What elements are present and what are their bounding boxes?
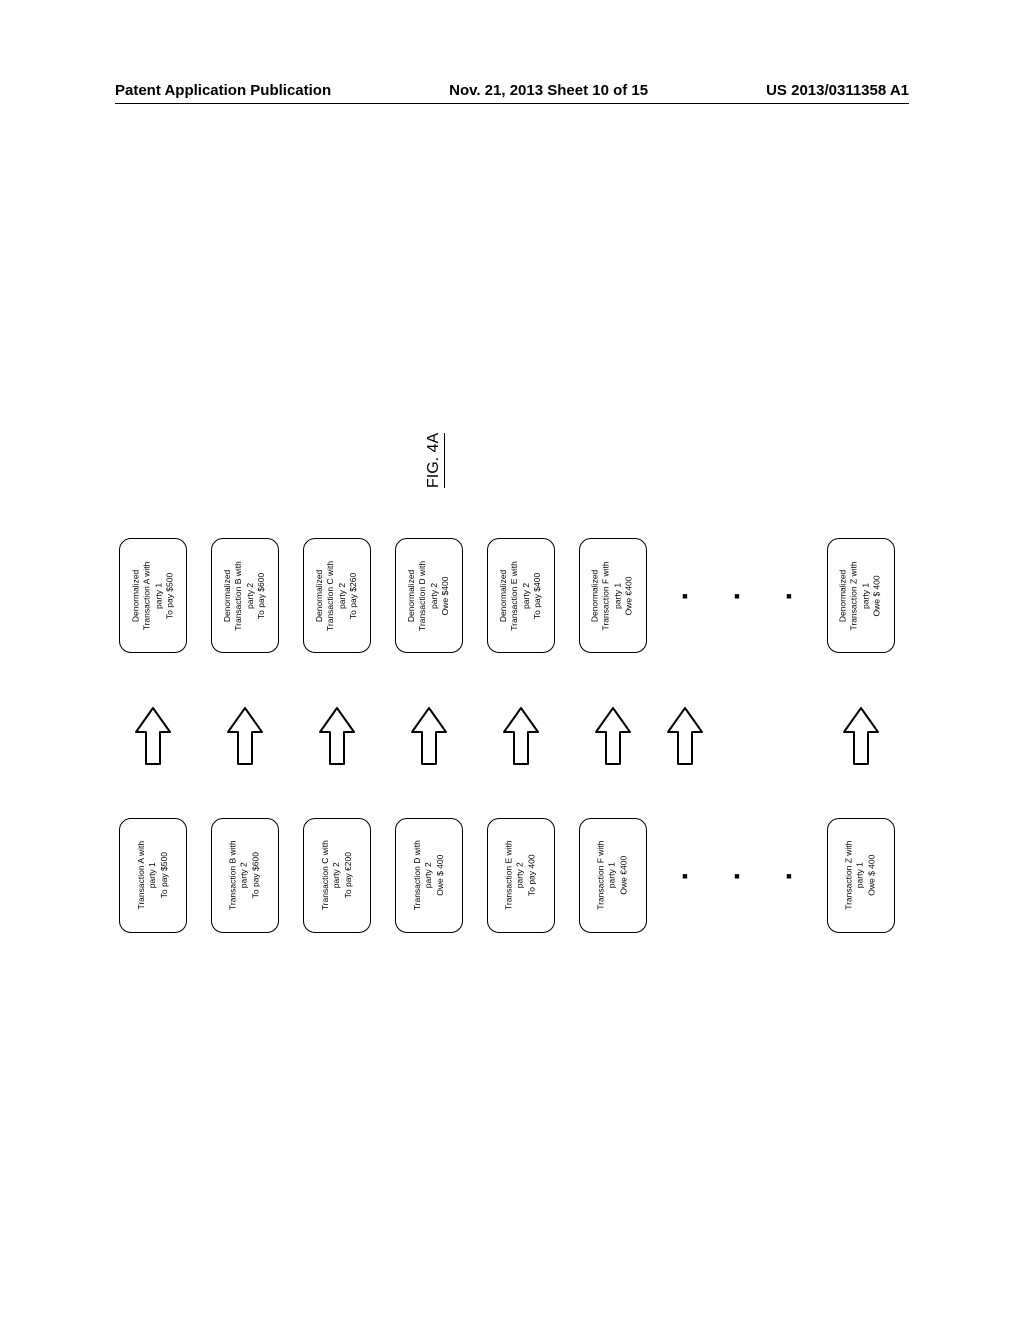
orig-box-9-l2: party 1 [855, 841, 866, 910]
denorm-box-3-l2: Transaction D with [418, 560, 429, 630]
orig-box-9-l3: Owe $ 400 [867, 841, 878, 910]
orig-box-2-l1: Transaction C with [320, 840, 331, 910]
transform-arrow [831, 688, 891, 783]
transform-arrow [491, 688, 551, 783]
denorm-box-2-l2: Transaction C with [326, 560, 337, 630]
denorm-box-0-l1: Denormalized [130, 561, 141, 630]
orig-box-1: Transaction B withparty 2To pay $600 [211, 818, 279, 933]
header-right: US 2013/0311358 A1 [766, 82, 909, 99]
ellipsis-dot: ■ [734, 538, 739, 653]
transaction-column-0: DenormalizedTransaction A withparty 1To … [118, 538, 188, 933]
orig-box-2-l3: To pay €200 [343, 840, 354, 910]
ellipsis-dot: ■ [786, 538, 791, 653]
denorm-box-4: DenormalizedTransaction E withparty 2To … [487, 538, 555, 653]
ellipsis-column: ■■ [722, 538, 752, 933]
denorm-box-5: DenormalizedTransaction F withparty 1Owe… [579, 538, 647, 653]
transaction-column-3: DenormalizedTransaction D withparty 2Owe… [394, 538, 464, 933]
ellipsis-column: ■■ [774, 538, 804, 933]
transform-arrow [123, 688, 183, 783]
denorm-box-1-l2: Transaction B with [234, 561, 245, 631]
orig-box-9: Transaction Z withparty 1Owe $ 400 [827, 818, 895, 933]
denorm-box-5-l2: Transaction F with [602, 561, 613, 630]
denorm-box-9-l1: Denormalized [838, 561, 849, 630]
orig-box-2: Transaction C withparty 2To pay €200 [303, 818, 371, 933]
denorm-box-2: DenormalizedTransaction C withparty 2To … [303, 538, 371, 653]
denorm-box-9-l2: Transaction Z with [850, 561, 861, 630]
ellipsis-dot: ■ [682, 538, 687, 653]
orig-box-0-l1: Transaction A with [136, 841, 147, 910]
orig-box-0: Transaction A withparty 1To pay $500 [119, 818, 187, 933]
transaction-column-2: DenormalizedTransaction C withparty 2To … [302, 538, 372, 933]
transaction-column-1: DenormalizedTransaction B withparty 2To … [210, 538, 280, 933]
denorm-box-1-l1: Denormalized [222, 561, 233, 631]
denorm-box-3: DenormalizedTransaction D withparty 2Owe… [395, 538, 463, 653]
orig-box-5-l1: Transaction F with [596, 841, 607, 910]
denorm-box-1-l4: To pay $600 [256, 561, 267, 631]
denorm-box-3-l4: Owe $400 [440, 560, 451, 630]
denorm-box-2-l3: party 2 [337, 560, 348, 630]
ellipsis-column: ■ ■ [670, 538, 700, 933]
orig-box-4-l1: Transaction E with [504, 841, 515, 911]
denorm-box-1-l3: party 2 [245, 561, 256, 631]
orig-box-3-l1: Transaction D with [412, 840, 423, 910]
ellipsis-dot: ■ [786, 818, 791, 933]
denorm-box-3-l3: party 2 [429, 560, 440, 630]
orig-box-3-l3: Owe $ 400 [435, 840, 446, 910]
orig-box-3-l2: party 2 [423, 840, 434, 910]
denorm-box-9: DenormalizedTransaction Z withparty 1Owe… [827, 538, 895, 653]
orig-box-5-l3: Owe €400 [619, 841, 630, 910]
denorm-box-4-l2: Transaction E with [510, 561, 521, 631]
orig-box-4-l2: party 2 [515, 841, 526, 911]
denorm-box-5-l3: party 1 [613, 561, 624, 630]
denorm-box-4-l3: party 2 [521, 561, 532, 631]
transform-arrow [215, 688, 275, 783]
orig-box-1-l2: party 2 [239, 841, 250, 911]
ellipsis-dot: ■ [682, 818, 687, 933]
orig-box-1-l1: Transaction B with [228, 841, 239, 911]
ellipsis-dot: ■ [734, 818, 739, 933]
denorm-box-1: DenormalizedTransaction B withparty 2To … [211, 538, 279, 653]
denorm-box-5-l1: Denormalized [590, 561, 601, 630]
denorm-box-3-l1: Denormalized [406, 560, 417, 630]
denorm-box-0-l2: Transaction A with [142, 561, 153, 630]
denorm-box-9-l3: party 1 [861, 561, 872, 630]
denorm-box-5-l4: Owe €400 [624, 561, 635, 630]
denorm-box-0-l3: party 1 [153, 561, 164, 630]
orig-box-3: Transaction D withparty 2Owe $ 400 [395, 818, 463, 933]
figure-diagram: DenormalizedTransaction A withparty 1To … [118, 538, 908, 933]
orig-box-4: Transaction E withparty 2To pay 400 [487, 818, 555, 933]
transaction-column-5: DenormalizedTransaction F withparty 1Owe… [578, 538, 648, 933]
transaction-column-4: DenormalizedTransaction E withparty 2To … [486, 538, 556, 933]
header-left: Patent Application Publication [115, 82, 331, 99]
transform-arrow [664, 706, 706, 766]
denorm-box-2-l4: To pay $260 [348, 560, 359, 630]
transform-arrow [583, 688, 643, 783]
orig-box-5-l2: party 1 [607, 841, 618, 910]
orig-box-5: Transaction F withparty 1Owe €400 [579, 818, 647, 933]
denorm-box-4-l4: To pay $400 [532, 561, 543, 631]
denorm-box-9-l4: Owe $ 400 [872, 561, 883, 630]
transform-arrow [307, 688, 367, 783]
header-center: Nov. 21, 2013 Sheet 10 of 15 [449, 82, 648, 99]
denorm-box-2-l1: Denormalized [314, 560, 325, 630]
transform-arrow [399, 688, 459, 783]
patent-header: Patent Application Publication Nov. 21, … [115, 82, 909, 104]
orig-box-1-l3: To pay $600 [251, 841, 262, 911]
orig-box-9-l1: Transaction Z with [844, 841, 855, 910]
orig-box-4-l3: To pay 400 [527, 841, 538, 911]
figure-label: FIG. 4A [425, 433, 445, 488]
orig-box-0-l3: To pay $500 [159, 841, 170, 910]
denorm-box-0: DenormalizedTransaction A withparty 1To … [119, 538, 187, 653]
denorm-box-0-l4: To pay $500 [164, 561, 175, 630]
denorm-box-4-l1: Denormalized [498, 561, 509, 631]
orig-box-0-l2: party 1 [147, 841, 158, 910]
orig-box-2-l2: party 2 [331, 840, 342, 910]
transaction-column-9: DenormalizedTransaction Z withparty 1Owe… [826, 538, 896, 933]
